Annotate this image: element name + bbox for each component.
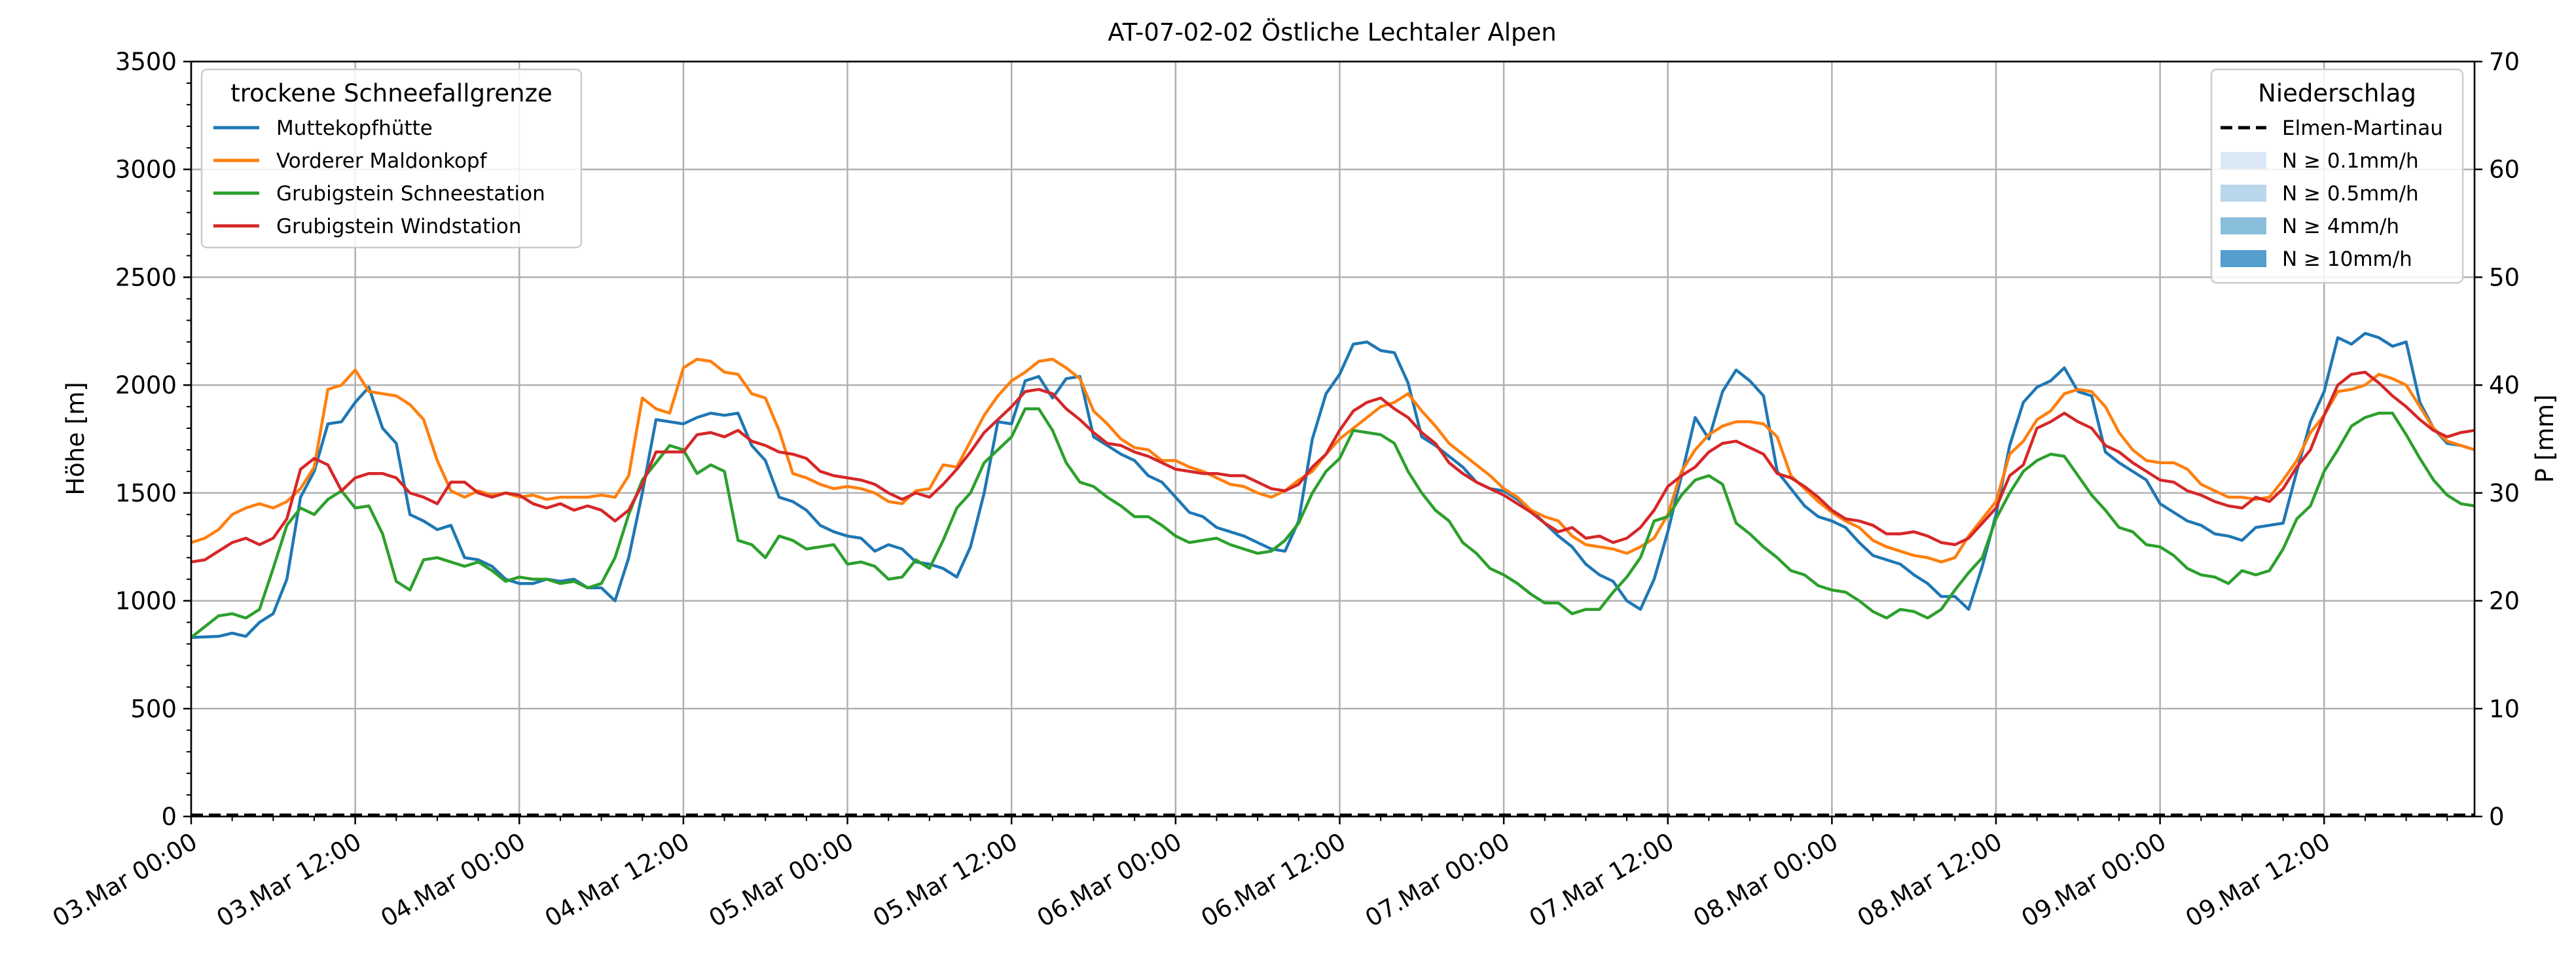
- legend-right-swatch: [2221, 185, 2266, 202]
- y-tick-label: 2500: [115, 263, 177, 291]
- series-line-grubigstein-windstation: [190, 371, 2475, 564]
- x-tick-label: 07.Mar 12:00: [1525, 828, 1678, 933]
- x-tick-label: 04.Mar 00:00: [376, 828, 530, 933]
- y2-tick-label: 20: [2489, 587, 2520, 615]
- x-tick-label: 07.Mar 00:00: [1360, 828, 1514, 933]
- legend-right-label: N ≥ 0.1mm/h: [2282, 149, 2419, 173]
- series-line-vorderer-maldonkopf: [190, 357, 2475, 564]
- x-tick-label: 03.Mar 12:00: [212, 828, 366, 933]
- y2-tick-label: 70: [2489, 48, 2520, 76]
- plot-frame: [190, 60, 2476, 818]
- x-tick-label: 08.Mar 00:00: [1688, 828, 1842, 933]
- y2-tick-label: 0: [2489, 803, 2505, 831]
- series-line-grubigstein-schneestation: [190, 407, 2475, 639]
- legend-right-title: Niederschlag: [2258, 79, 2416, 107]
- legend-left-label: Grubigstein Schneestation: [276, 182, 545, 206]
- x-tick-label: 08.Mar 12:00: [1853, 828, 2006, 933]
- series-line-muttekopfh-tte: [190, 331, 2475, 639]
- y-tick-label: 500: [130, 695, 177, 723]
- legend-right-swatch: [2221, 217, 2266, 234]
- x-tick-label: 06.Mar 00:00: [1032, 828, 1186, 933]
- x-tick-label: 05.Mar 12:00: [868, 828, 1022, 933]
- x-tick-label: 05.Mar 00:00: [704, 828, 858, 933]
- x-tick-label: 09.Mar 00:00: [2017, 828, 2171, 933]
- y2-axis-label: P [mm]: [2531, 394, 2559, 483]
- legend-left-frame: [200, 68, 583, 249]
- y-tick-label: 2000: [115, 371, 177, 399]
- legend-right-label: N ≥ 10mm/h: [2282, 247, 2412, 271]
- legend-right-swatch: [2221, 250, 2266, 267]
- legend-right-label: Elmen-Martinau: [2282, 117, 2443, 140]
- y2-tick-label: 40: [2489, 371, 2520, 399]
- y2-tick-label: 30: [2489, 479, 2520, 507]
- x-tick-label: 09.Mar 12:00: [2181, 828, 2334, 933]
- legend-right-label: N ≥ 0.5mm/h: [2282, 182, 2419, 206]
- x-tick-label: 03.Mar 00:00: [48, 828, 202, 933]
- y-axis-ticks: 0 500 1000 1500 2000 2500 3000 3500: [115, 48, 191, 831]
- x-axis-ticks: 03.Mar 00:00 03.Mar 12:00 04.Mar 00:00 04.M…: [48, 816, 2448, 933]
- chart-title: AT-07-02-02 Östliche Lechtaler Alpen: [1108, 18, 1557, 46]
- legend-left-title: trockene Schneefallgrenze: [230, 79, 553, 107]
- legend-right-frame: [2210, 68, 2464, 284]
- y-tick-label: 1500: [115, 479, 177, 507]
- legend-right-label: N ≥ 4mm/h: [2282, 215, 2399, 238]
- x-tick-label: 06.Mar 12:00: [1196, 828, 1350, 933]
- y2-tick-label: 50: [2489, 263, 2520, 291]
- x-tick-label: 04.Mar 12:00: [540, 828, 694, 933]
- legend-station-lines: trockene Schneefallgrenze Muttekopfhütte…: [200, 68, 583, 249]
- legend-precipitation: Niederschlag Elmen-Martinau N ≥ 0.1mm/h N …: [2210, 68, 2464, 284]
- y2-tick-label: 10: [2489, 695, 2520, 723]
- y-tick-label: 1000: [115, 587, 177, 615]
- series-lines: [190, 331, 2475, 639]
- y-tick-label: 3000: [115, 156, 177, 184]
- legend-left-label: Vorderer Maldonkopf: [276, 149, 488, 173]
- legend-left-label: Grubigstein Windstation: [276, 215, 521, 238]
- legend-right-swatch: [2221, 152, 2266, 169]
- y-tick-label: 3500: [115, 48, 177, 76]
- legend-left-label: Muttekopfhütte: [276, 117, 433, 140]
- y2-axis-ticks: 0 10 20 30 40 50 60 70: [2475, 48, 2520, 831]
- y-tick-label: 0: [161, 803, 177, 831]
- y2-tick-label: 60: [2489, 156, 2520, 184]
- y-axis-label: Höhe [m]: [62, 382, 90, 495]
